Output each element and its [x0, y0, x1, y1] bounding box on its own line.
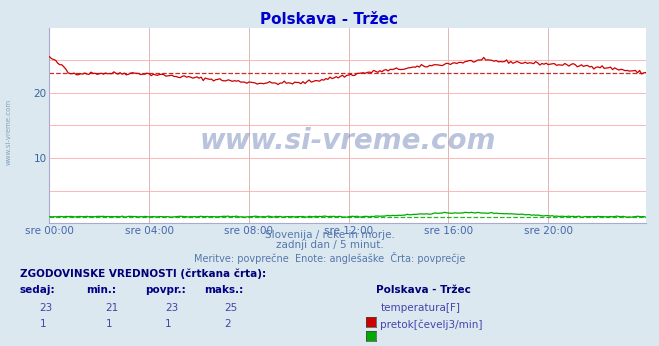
- Text: Slovenija / reke in morje.: Slovenija / reke in morje.: [264, 230, 395, 240]
- Text: temperatura[F]: temperatura[F]: [380, 303, 460, 313]
- Text: Meritve: povprečne  Enote: anglešaške  Črta: povprečje: Meritve: povprečne Enote: anglešaške Črt…: [194, 252, 465, 264]
- Text: 25: 25: [224, 303, 237, 313]
- Text: Polskava - Tržec: Polskava - Tržec: [260, 12, 399, 27]
- Text: www.si-vreme.com: www.si-vreme.com: [5, 98, 11, 165]
- Text: 2: 2: [224, 319, 231, 329]
- Text: 23: 23: [165, 303, 178, 313]
- Text: zadnji dan / 5 minut.: zadnji dan / 5 minut.: [275, 240, 384, 251]
- Text: www.si-vreme.com: www.si-vreme.com: [200, 127, 496, 155]
- Text: 21: 21: [105, 303, 119, 313]
- Text: 23: 23: [40, 303, 53, 313]
- Text: 1: 1: [165, 319, 171, 329]
- Text: sedaj:: sedaj:: [20, 285, 55, 295]
- Text: ZGODOVINSKE VREDNOSTI (črtkana črta):: ZGODOVINSKE VREDNOSTI (črtkana črta):: [20, 268, 266, 279]
- Text: Polskava - Tržec: Polskava - Tržec: [376, 285, 471, 295]
- Text: 1: 1: [105, 319, 112, 329]
- Text: maks.:: maks.:: [204, 285, 244, 295]
- Text: min.:: min.:: [86, 285, 116, 295]
- Text: 1: 1: [40, 319, 46, 329]
- Text: pretok[čevelj3/min]: pretok[čevelj3/min]: [380, 319, 483, 329]
- Text: povpr.:: povpr.:: [145, 285, 186, 295]
